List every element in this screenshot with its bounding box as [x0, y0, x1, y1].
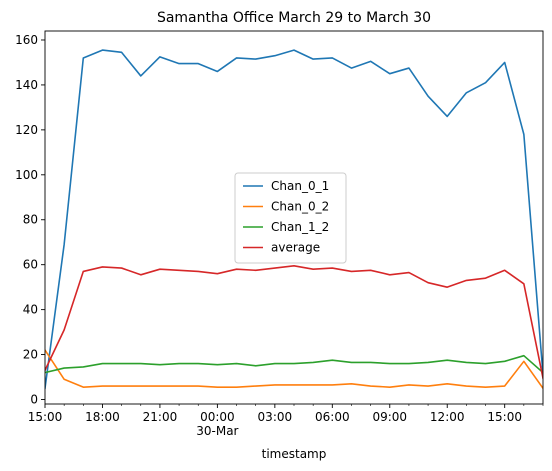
x-tick-label: 00:00: [200, 410, 235, 424]
legend-label: Chan_1_2: [271, 220, 329, 234]
legend-label: Chan_0_2: [271, 200, 329, 214]
y-tick-label: 0: [30, 393, 38, 407]
legend-label: average: [271, 241, 320, 255]
series-line-chan-0-1: [45, 49, 543, 390]
x-tick-label: 09:00: [372, 410, 407, 424]
x-tick-label: 21:00: [143, 410, 178, 424]
series-line-chan-0-2: [45, 348, 543, 390]
legend-label: Chan_0_1: [271, 179, 329, 193]
y-tick-label: 100: [15, 168, 38, 182]
x-tick-label: 18:00: [85, 410, 120, 424]
legend-box: [234, 172, 347, 264]
x-tick-label: 15:00: [487, 410, 522, 424]
chart-title: Samantha Office March 29 to March 30: [157, 10, 431, 26]
y-tick-label: 140: [15, 78, 38, 92]
y-tick-label: 40: [23, 303, 38, 317]
x-tick-label: 03:00: [258, 410, 293, 424]
y-tick-label: 120: [15, 123, 38, 137]
y-tick-label: 60: [23, 258, 38, 272]
plot-area: 0 20 40 60 80 100 120 140 160 15:00 18:00 21:00 00:0…: [15, 30, 544, 438]
y-tick-label: 160: [15, 33, 38, 47]
series-lines: [45, 49, 543, 390]
y-tick-label: 20: [23, 348, 38, 362]
x-tick-sublabel: 30-Mar: [196, 424, 238, 438]
x-tick-label: 12:00: [430, 410, 465, 424]
series-line-chan-1-2: [45, 354, 543, 374]
series-line-average: [45, 265, 543, 380]
x-axis-label: timestamp: [262, 447, 327, 461]
x-tick-label: 06:00: [315, 410, 350, 424]
x-tick-label: 15:00: [28, 410, 63, 424]
y-tick-label: 80: [23, 213, 38, 227]
